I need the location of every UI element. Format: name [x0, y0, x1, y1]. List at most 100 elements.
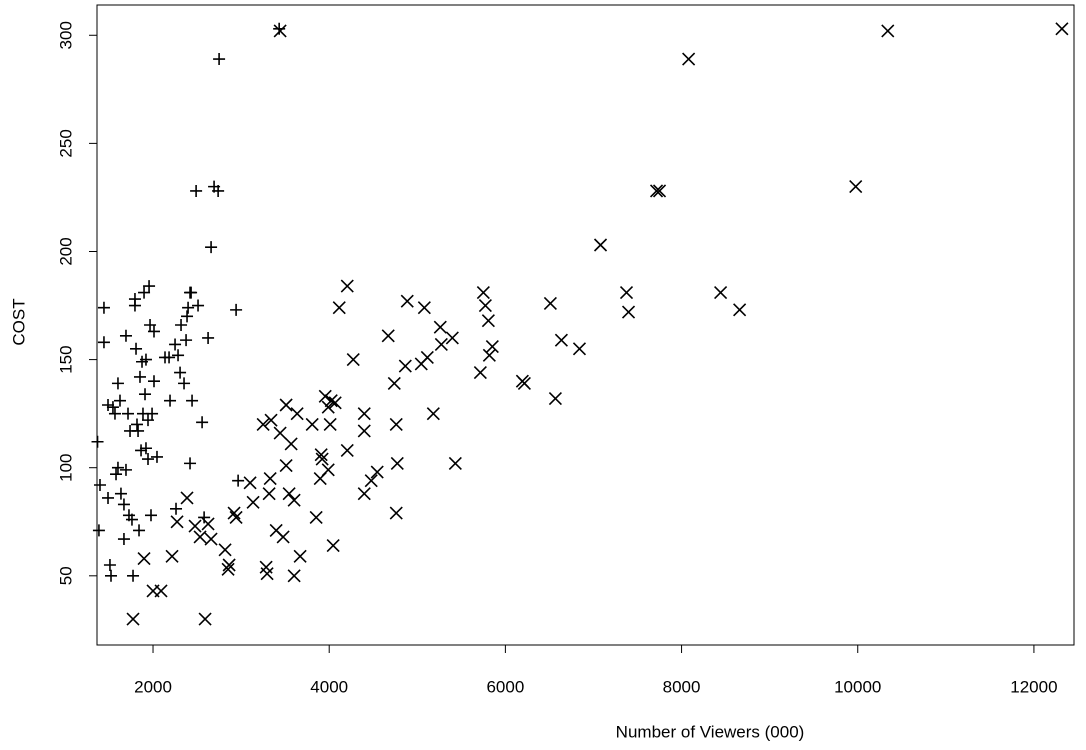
point — [426, 407, 440, 421]
point — [230, 303, 243, 316]
point — [111, 377, 124, 390]
point — [190, 184, 203, 197]
point — [389, 417, 403, 432]
point — [91, 435, 104, 448]
point — [138, 286, 151, 299]
point — [181, 310, 194, 323]
point — [849, 180, 863, 194]
point — [178, 377, 191, 390]
point — [212, 184, 225, 197]
x-tick-label: 6000 — [486, 677, 524, 696]
point — [222, 558, 236, 572]
point — [282, 487, 296, 501]
point — [473, 366, 487, 380]
point — [117, 533, 130, 546]
point — [114, 487, 127, 500]
point — [142, 453, 155, 466]
point — [554, 333, 568, 347]
point — [103, 559, 116, 571]
x-tick-label: 10000 — [834, 677, 881, 696]
point — [126, 612, 140, 626]
point — [390, 456, 404, 470]
point — [243, 476, 257, 490]
point — [619, 286, 634, 300]
point — [400, 294, 414, 308]
point — [146, 407, 159, 420]
point — [102, 491, 115, 504]
point — [1055, 22, 1069, 36]
point — [305, 417, 319, 432]
point — [262, 487, 276, 501]
point — [381, 329, 395, 343]
point — [213, 53, 226, 66]
point — [93, 479, 106, 491]
point — [370, 465, 384, 479]
point — [232, 474, 245, 487]
point — [517, 376, 531, 390]
point — [221, 562, 235, 576]
point — [290, 407, 304, 421]
point — [273, 426, 287, 440]
point — [326, 538, 340, 553]
point — [204, 532, 218, 546]
point — [389, 506, 403, 520]
point — [387, 376, 401, 390]
point — [128, 293, 141, 306]
point — [198, 511, 211, 524]
point — [172, 349, 185, 362]
point — [279, 398, 293, 412]
point — [260, 567, 274, 581]
point — [287, 569, 301, 583]
point — [125, 513, 138, 526]
point — [185, 286, 198, 299]
point — [175, 319, 188, 331]
y-tick-label: 300 — [56, 21, 75, 49]
point — [193, 530, 207, 544]
y-tick-label: 250 — [56, 129, 75, 157]
point — [130, 418, 143, 431]
point — [445, 331, 459, 345]
point — [323, 417, 337, 432]
x-tick-label: 4000 — [310, 677, 348, 696]
point — [340, 443, 354, 457]
plot-frame — [96, 4, 1075, 646]
point — [229, 510, 243, 524]
point — [147, 325, 160, 338]
point — [434, 337, 448, 352]
point — [164, 394, 177, 407]
point — [117, 498, 130, 511]
point — [180, 334, 193, 347]
point — [113, 394, 126, 407]
point — [621, 305, 636, 319]
point — [682, 52, 696, 66]
point — [227, 506, 241, 520]
point — [163, 351, 176, 364]
x-tick-label: 12000 — [1010, 677, 1057, 696]
point — [139, 442, 152, 455]
point — [309, 510, 323, 524]
point — [478, 298, 492, 313]
point — [192, 299, 205, 312]
point — [127, 569, 140, 582]
point — [328, 396, 342, 410]
point — [420, 350, 434, 364]
point — [144, 319, 157, 331]
point — [293, 549, 307, 563]
point — [649, 184, 664, 198]
y-axis-label: COST — [9, 298, 28, 345]
x-tick-label: 8000 — [663, 677, 701, 696]
point — [132, 424, 145, 437]
point — [476, 286, 490, 300]
point — [130, 342, 143, 355]
point — [276, 530, 290, 544]
point — [264, 413, 278, 427]
y-tick-label: 150 — [56, 345, 75, 373]
point — [287, 493, 301, 507]
point — [346, 353, 360, 367]
point — [106, 401, 119, 414]
point — [357, 407, 371, 421]
point — [165, 549, 179, 563]
point — [263, 471, 277, 486]
point — [284, 437, 298, 451]
